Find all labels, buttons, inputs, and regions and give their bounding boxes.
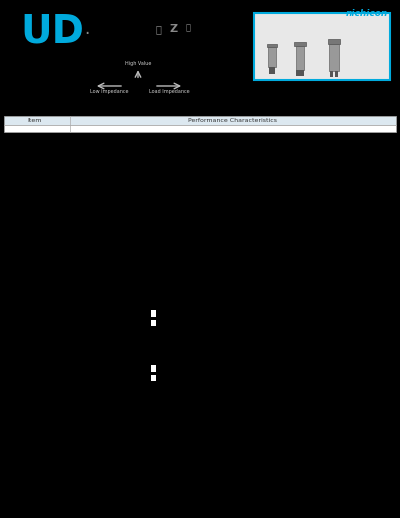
Bar	[296, 47, 304, 70]
Bar	[269, 67, 272, 74]
Text: Z: Z	[170, 24, 178, 34]
Bar	[268, 48, 276, 67]
Bar	[335, 71, 338, 77]
Bar	[254, 13, 390, 80]
Bar	[267, 44, 277, 48]
Bar	[294, 42, 306, 47]
Text: Performance Characteristics: Performance Characteristics	[188, 118, 278, 123]
Text: High Value: High Value	[125, 61, 151, 66]
Bar	[151, 310, 156, 317]
Bar	[330, 71, 333, 77]
Bar	[272, 67, 275, 74]
Text: .: .	[84, 20, 89, 38]
Bar	[4, 125, 396, 132]
Text: nichicon: nichicon	[346, 9, 388, 18]
Bar	[328, 39, 340, 44]
Bar	[300, 70, 304, 76]
Text: 🔗: 🔗	[186, 24, 190, 33]
Text: 🌿: 🌿	[155, 24, 161, 34]
Bar	[4, 116, 396, 125]
Text: Low Impedance: Low Impedance	[90, 89, 128, 94]
Bar	[151, 320, 156, 326]
Text: UD: UD	[20, 13, 84, 51]
Text: Load Impedance: Load Impedance	[149, 89, 189, 94]
Bar	[151, 365, 156, 372]
Bar	[329, 44, 339, 71]
Text: Item: Item	[28, 118, 42, 123]
Bar	[151, 375, 156, 381]
Bar	[296, 70, 300, 76]
